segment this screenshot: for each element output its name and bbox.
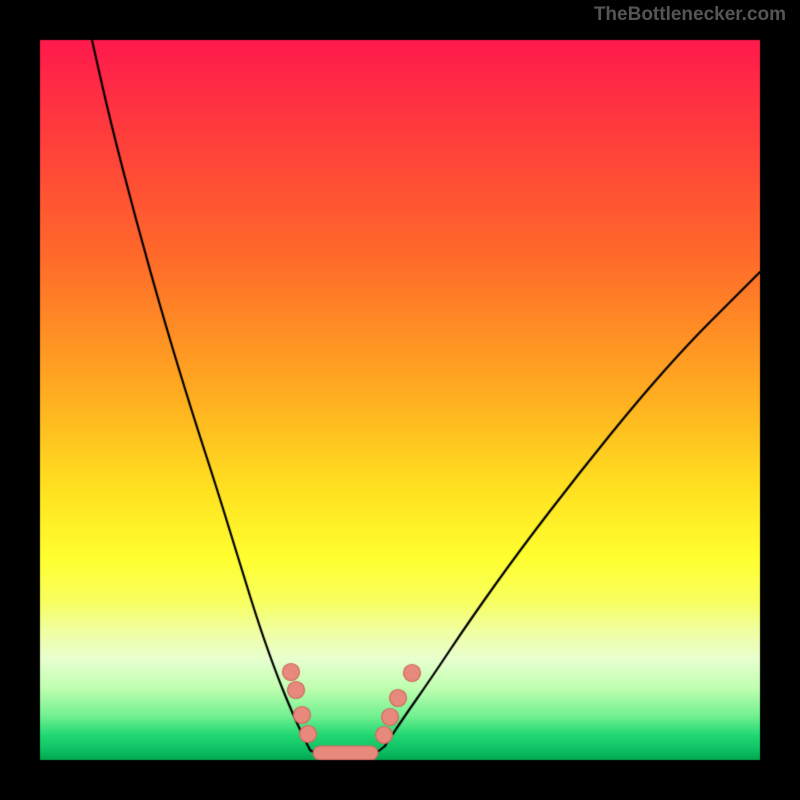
watermark-text: TheBottlenecker.com xyxy=(594,4,786,26)
chart-stage: TheBottlenecker.com xyxy=(0,0,800,800)
chart-canvas xyxy=(0,0,800,800)
